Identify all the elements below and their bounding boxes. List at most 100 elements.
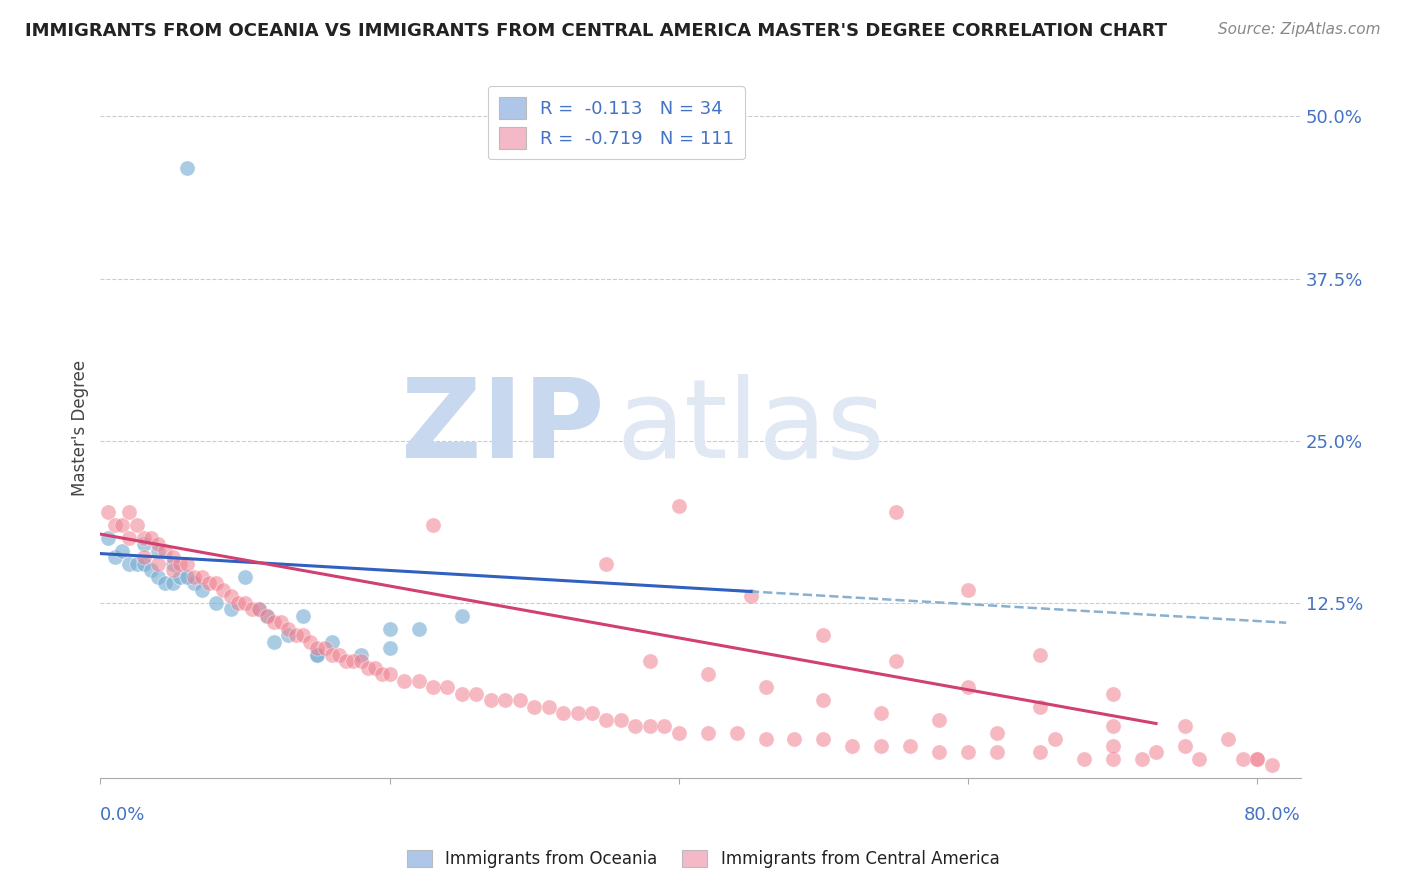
Point <box>155 544 177 558</box>
Point <box>479 693 502 707</box>
Point <box>198 576 221 591</box>
Point <box>638 654 661 668</box>
Point <box>422 518 444 533</box>
Point <box>132 537 155 551</box>
Point <box>263 615 285 630</box>
Point <box>755 732 778 747</box>
Point <box>190 582 212 597</box>
Point <box>523 699 546 714</box>
Point <box>1073 751 1095 765</box>
Point <box>205 596 228 610</box>
Y-axis label: Master's Degree: Master's Degree <box>72 359 89 496</box>
Point <box>226 596 249 610</box>
Point <box>155 576 177 591</box>
Point <box>307 648 329 662</box>
Point <box>436 680 458 694</box>
Point <box>270 615 292 630</box>
Point <box>162 557 184 571</box>
Point <box>263 634 285 648</box>
Point <box>595 713 617 727</box>
Point <box>277 622 299 636</box>
Point <box>870 706 893 720</box>
Point <box>219 590 242 604</box>
Point <box>408 673 430 688</box>
Point <box>1174 739 1197 753</box>
Legend: R =  -0.113   N = 34, R =  -0.719   N = 111: R = -0.113 N = 34, R = -0.719 N = 111 <box>488 87 745 160</box>
Point <box>148 570 170 584</box>
Point <box>553 706 575 720</box>
Point <box>1260 758 1282 772</box>
Point <box>249 602 271 616</box>
Point <box>451 687 474 701</box>
Point <box>1029 745 1052 759</box>
Point <box>740 590 762 604</box>
Point <box>321 634 343 648</box>
Point <box>1101 751 1123 765</box>
Point <box>364 661 387 675</box>
Point <box>654 719 676 733</box>
Point <box>183 570 205 584</box>
Point <box>986 725 1008 739</box>
Point <box>841 739 863 753</box>
Point <box>97 531 120 545</box>
Point <box>350 654 373 668</box>
Text: Source: ZipAtlas.com: Source: ZipAtlas.com <box>1218 22 1381 37</box>
Point <box>422 680 444 694</box>
Point <box>595 557 617 571</box>
Point <box>610 713 633 727</box>
Point <box>884 654 907 668</box>
Point <box>1144 745 1167 759</box>
Point <box>328 648 350 662</box>
Point <box>118 531 141 545</box>
Point <box>291 608 314 623</box>
Point <box>169 570 191 584</box>
Point <box>321 648 343 662</box>
Point <box>284 628 307 642</box>
Point <box>928 745 950 759</box>
Point <box>291 628 314 642</box>
Point <box>1029 699 1052 714</box>
Point <box>1043 732 1066 747</box>
Point <box>1174 719 1197 733</box>
Point <box>638 719 661 733</box>
Point <box>162 550 184 565</box>
Point <box>111 518 134 533</box>
Point <box>125 557 148 571</box>
Point <box>183 576 205 591</box>
Point <box>350 648 373 662</box>
Point <box>104 550 127 565</box>
Point <box>176 161 198 176</box>
Point <box>696 725 718 739</box>
Point <box>783 732 806 747</box>
Point <box>1130 751 1153 765</box>
Point <box>233 596 256 610</box>
Point <box>668 499 690 513</box>
Point <box>125 518 148 533</box>
Point <box>219 602 242 616</box>
Point <box>537 699 560 714</box>
Point <box>813 693 835 707</box>
Point <box>104 518 127 533</box>
Point <box>378 641 401 656</box>
Point <box>148 537 170 551</box>
Point <box>249 602 271 616</box>
Legend: Immigrants from Oceania, Immigrants from Central America: Immigrants from Oceania, Immigrants from… <box>399 843 1007 875</box>
Point <box>205 576 228 591</box>
Text: ZIP: ZIP <box>401 375 605 481</box>
Point <box>813 732 835 747</box>
Point <box>132 531 155 545</box>
Point <box>451 608 474 623</box>
Point <box>314 641 336 656</box>
Point <box>190 570 212 584</box>
Point <box>307 648 329 662</box>
Point <box>957 680 980 694</box>
Point <box>957 745 980 759</box>
Text: 80.0%: 80.0% <box>1244 806 1301 824</box>
Point <box>1029 648 1052 662</box>
Point <box>169 557 191 571</box>
Point <box>567 706 589 720</box>
Point <box>342 654 364 668</box>
Point <box>696 667 718 681</box>
Point <box>494 693 516 707</box>
Point <box>1218 732 1240 747</box>
